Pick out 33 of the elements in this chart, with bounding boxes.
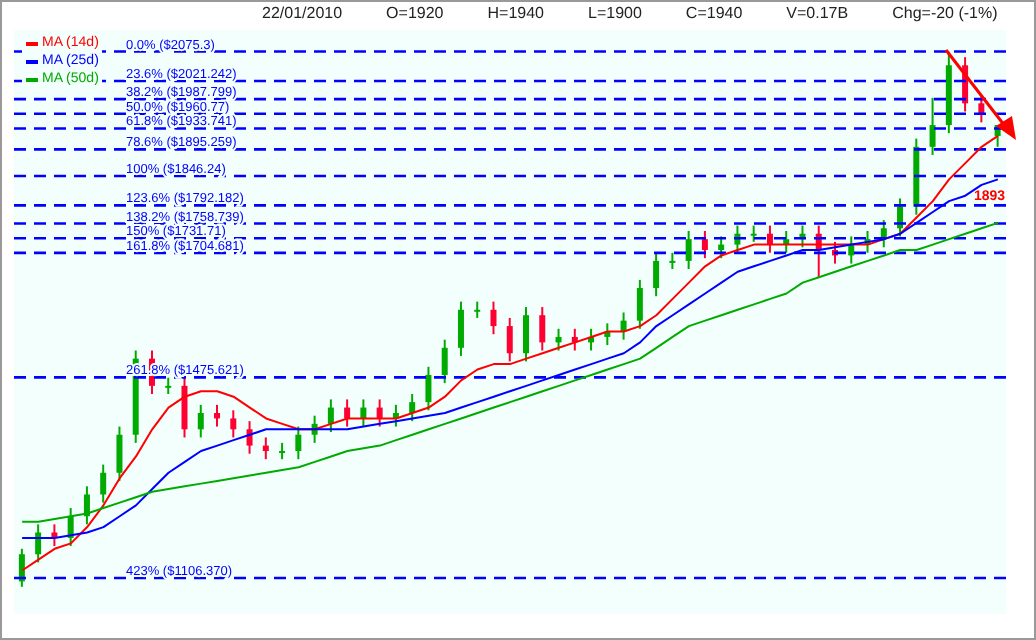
candlestick	[701, 230, 708, 260]
candlestick	[457, 300, 464, 357]
candlestick	[116, 425, 123, 482]
candlestick	[295, 425, 302, 461]
text: O=1920	[386, 4, 444, 22]
text: Chg=-20 (-1%)	[892, 4, 998, 22]
candlestick	[425, 365, 432, 412]
candlestick	[230, 409, 237, 439]
candlestick	[718, 235, 725, 260]
candlestick	[653, 251, 660, 298]
candlestick	[523, 306, 530, 363]
candlestick	[262, 436, 269, 461]
candlestick	[441, 338, 448, 385]
candlestick	[327, 398, 334, 434]
candlestick	[506, 316, 513, 363]
candlestick	[100, 463, 107, 504]
candlestick	[636, 278, 643, 330]
candlestick	[929, 96, 936, 156]
text: V=0.17B	[786, 4, 849, 22]
text: C=1940	[685, 4, 743, 22]
candlestick	[766, 224, 773, 254]
text: 22/01/2010	[262, 4, 343, 22]
candlestick	[555, 327, 562, 352]
text: L=1900	[588, 4, 642, 22]
candlestick	[181, 376, 188, 439]
candlestick	[409, 392, 416, 423]
candlestick	[197, 403, 204, 439]
candlestick	[490, 300, 497, 336]
candlestick	[539, 306, 546, 352]
text: H=1940	[487, 4, 544, 22]
candlestick	[246, 420, 253, 455]
candlestick	[214, 403, 221, 428]
candlestick	[685, 230, 692, 271]
